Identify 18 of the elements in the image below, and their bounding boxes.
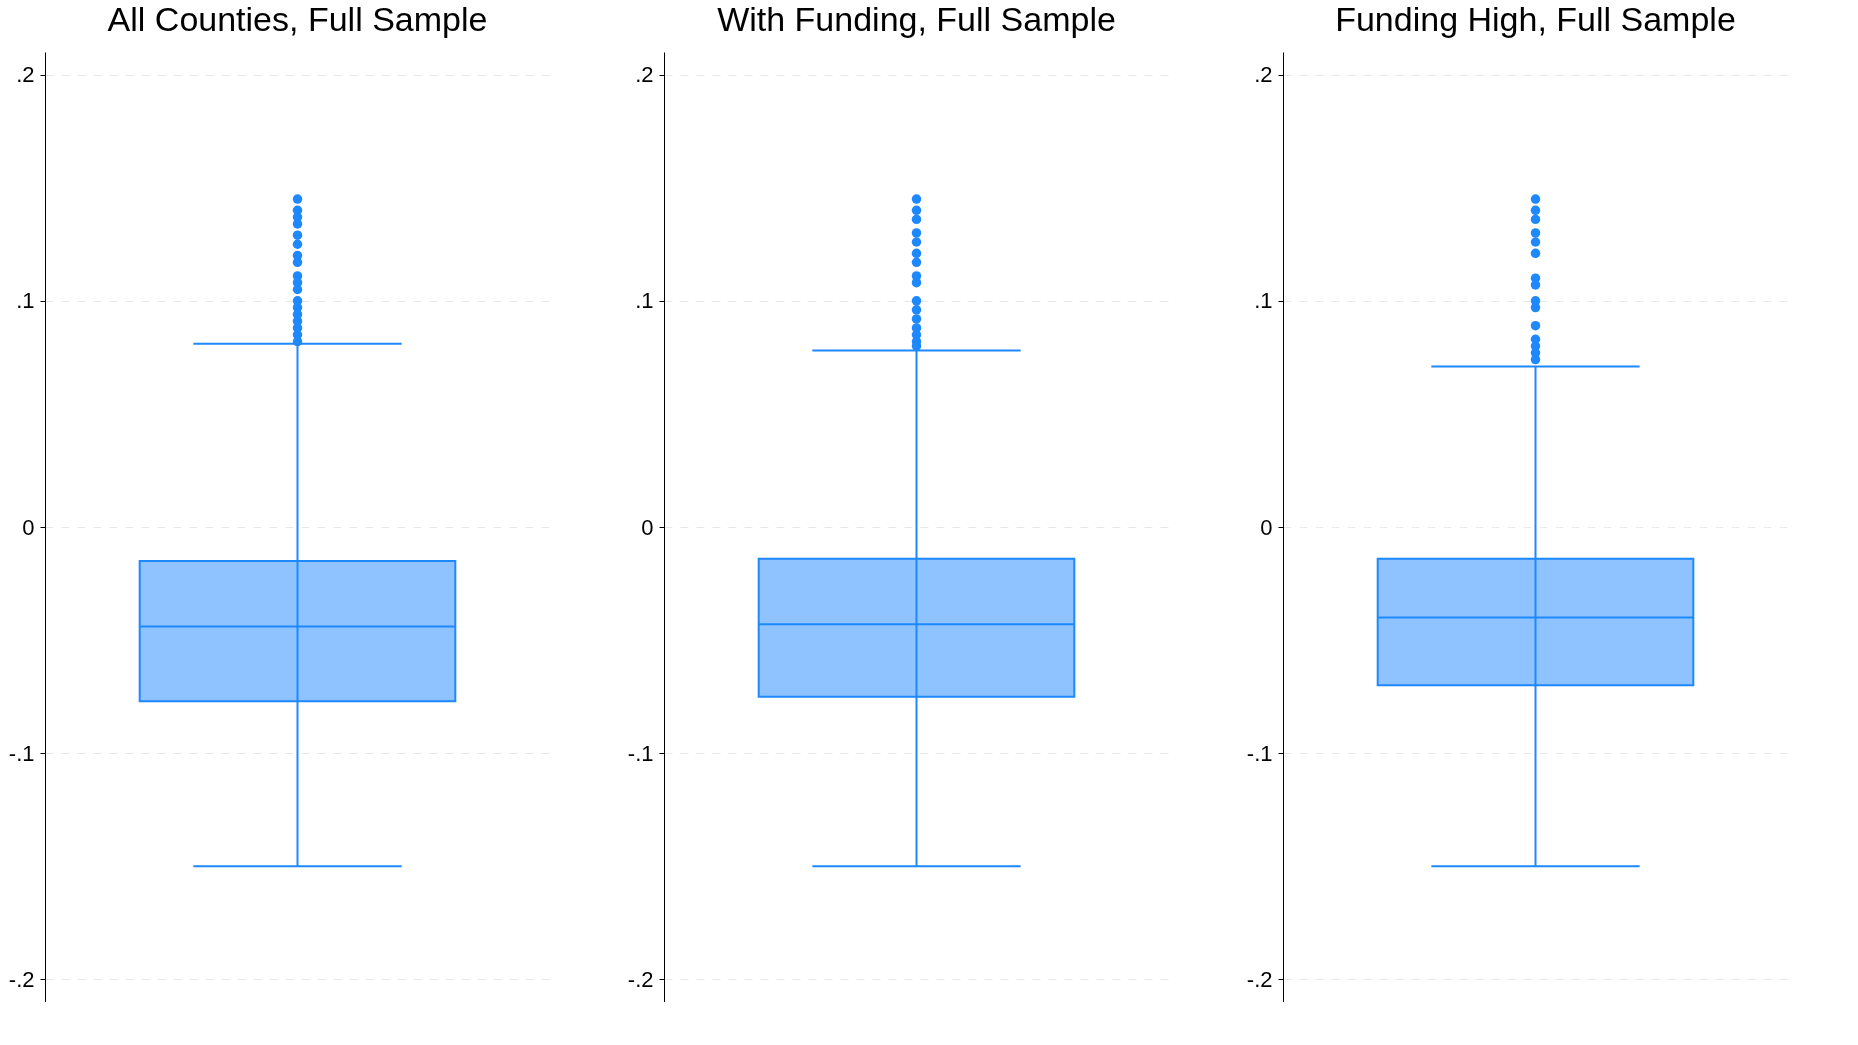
y-tick-label: -.1: [627, 740, 654, 766]
y-tick-label: .1: [1254, 288, 1273, 314]
y-tick-label: -.2: [1246, 966, 1273, 992]
chart-title: All Counties, Full Sample: [107, 0, 488, 38]
chart-title: With Funding, Full Sample: [717, 0, 1116, 38]
y-tick-label: 0: [1260, 514, 1273, 540]
y-tick-label: -.1: [8, 740, 35, 766]
chart-title: Funding High, Full Sample: [1335, 0, 1736, 38]
y-tick-label: -.2: [627, 966, 654, 992]
y-tick-label: -.2: [8, 966, 35, 992]
y-tick-label: 0: [641, 514, 654, 540]
y-tick-label: 0: [22, 514, 35, 540]
y-tick-label: -.1: [1246, 740, 1273, 766]
y-tick-label: .2: [16, 62, 35, 88]
y-tick-label: .1: [16, 288, 35, 314]
y-tick-label: .1: [635, 288, 654, 314]
y-tick-label: .2: [635, 62, 654, 88]
y-tick-label: .2: [1254, 62, 1273, 88]
